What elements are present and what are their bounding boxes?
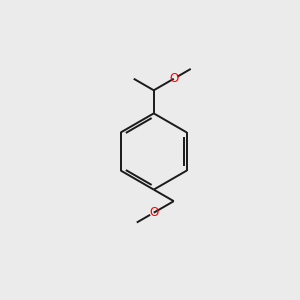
Text: O: O: [149, 206, 158, 219]
Text: O: O: [169, 72, 178, 85]
